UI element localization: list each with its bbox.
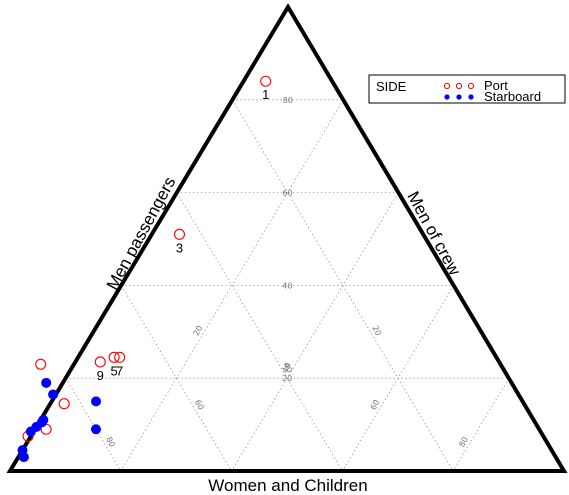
legend-port-marker [467,82,475,90]
legend-port-marker [443,82,451,90]
data-points: 1 3 579 [17,75,272,463]
starboard-point [17,445,28,456]
starboard-point [90,424,101,435]
axis-label-right: Men of crew [403,188,464,279]
port-point [108,351,120,363]
legend-starboard-marker [468,94,474,100]
legend: SIDE Port Starboard [368,74,566,104]
legend-title: SIDE [376,79,407,94]
port-point [94,356,106,368]
grid-tick-label: 80 [457,435,470,448]
port-point [58,398,70,410]
grid-tick-label: 60 [193,398,206,411]
grid-tick-label: 80 [283,96,293,105]
point-label: 7 [116,363,123,378]
starboard-point [38,414,49,425]
grid-line [65,377,122,472]
legend-starboard-marker [456,94,462,100]
grid-line [120,99,344,472]
grid-line [452,377,510,472]
port-point [35,358,47,370]
axis-label-left: Men passengers [103,174,180,294]
legend-starboard-markers [444,94,474,100]
grid-tick-label: 20 [370,324,383,337]
legend-entry-starboard: Starboard [484,89,541,104]
port-point [173,228,186,240]
triangle-frame [6,3,568,473]
starboard-point [41,377,52,388]
grid-lines [65,99,510,472]
point-label: 1 [262,87,269,102]
legend-port-markers [443,82,475,90]
legend-starboard-marker [444,94,450,100]
point-label: 3 [176,240,183,255]
port-point [114,351,126,363]
point-label: 9 [97,368,104,383]
grid-tick-label: 20 [192,324,205,337]
starboard-point [48,389,59,400]
axis-label-bottom: Women and Children [208,476,367,495]
legend-entry-port: Port [484,78,508,93]
grid-tick-label: 60 [283,189,293,198]
grid-tick-label: 40 [282,281,292,290]
grid-tick-label: 60 [369,398,382,411]
grid-line [342,285,454,472]
grid-tick-label: 40 [282,361,295,374]
starboard-point [91,396,102,407]
port-point [260,75,272,87]
legend-port-marker [455,82,463,90]
legend-box [368,74,566,104]
grid-tick-label: 80 [104,435,117,448]
grid-tick-label: 40 [280,361,293,374]
grid-tick-label: 20 [282,374,292,383]
point-label: 5 [111,363,118,378]
